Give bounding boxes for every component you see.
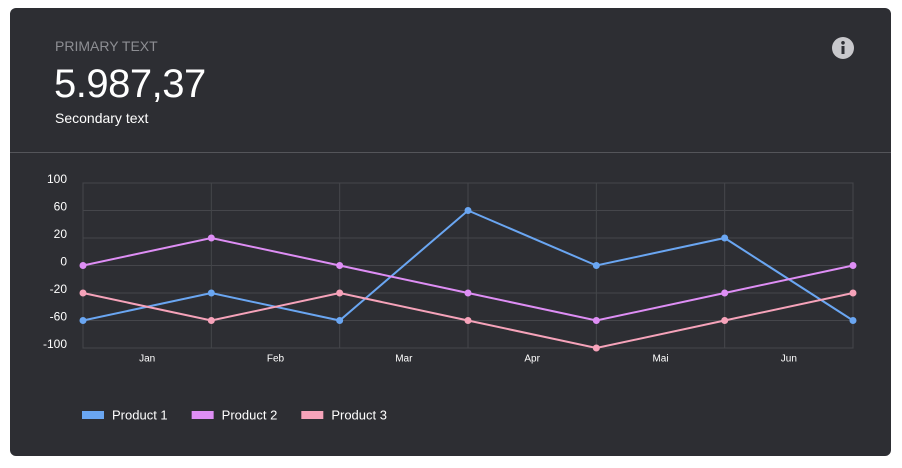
x-tick-label: Jan xyxy=(139,354,155,365)
info-icon[interactable] xyxy=(831,36,855,60)
divider xyxy=(10,152,891,153)
legend-swatch xyxy=(82,411,104,419)
legend-swatch xyxy=(191,411,214,419)
legend-swatch xyxy=(301,411,324,419)
x-tick-label: Mai xyxy=(652,354,668,365)
point xyxy=(592,262,600,269)
point xyxy=(849,262,857,269)
primary-value: 5.987,37 xyxy=(54,62,206,106)
legend-label: Product 3 xyxy=(331,407,387,422)
point xyxy=(79,262,87,269)
card: PRIMARY TEXT 5.987,37 Secondary text xyxy=(10,8,891,456)
y-tick-label: -100 xyxy=(43,337,67,351)
point xyxy=(464,207,472,214)
point xyxy=(592,317,600,324)
point xyxy=(207,289,215,297)
y-tick-label: 20 xyxy=(54,227,68,241)
point xyxy=(207,234,215,242)
point xyxy=(592,344,600,352)
point xyxy=(849,317,857,324)
point xyxy=(849,289,857,297)
point xyxy=(207,317,215,324)
point xyxy=(721,234,729,242)
x-tick-label: Apr xyxy=(524,354,540,365)
x-tick-label: Jun xyxy=(781,354,797,365)
point xyxy=(464,317,472,324)
secondary-text: Secondary text xyxy=(55,110,149,126)
y-tick-label: 0 xyxy=(60,255,67,269)
x-tick-label: Mar xyxy=(395,354,413,365)
y-tick-label: 60 xyxy=(54,200,68,214)
point xyxy=(336,262,344,269)
legend-label: Product 2 xyxy=(222,407,278,422)
y-tick-label: -60 xyxy=(50,310,68,324)
y-tick-label: -20 xyxy=(50,282,68,296)
point xyxy=(336,317,344,324)
point xyxy=(721,317,729,324)
x-tick-label: Feb xyxy=(267,354,285,365)
point xyxy=(79,289,87,297)
point xyxy=(79,317,87,324)
point xyxy=(721,289,729,297)
point xyxy=(336,289,344,297)
legend-label: Product 1 xyxy=(112,407,168,422)
point xyxy=(464,289,472,297)
y-tick-label: 100 xyxy=(47,172,67,186)
overline: PRIMARY TEXT xyxy=(55,38,158,54)
